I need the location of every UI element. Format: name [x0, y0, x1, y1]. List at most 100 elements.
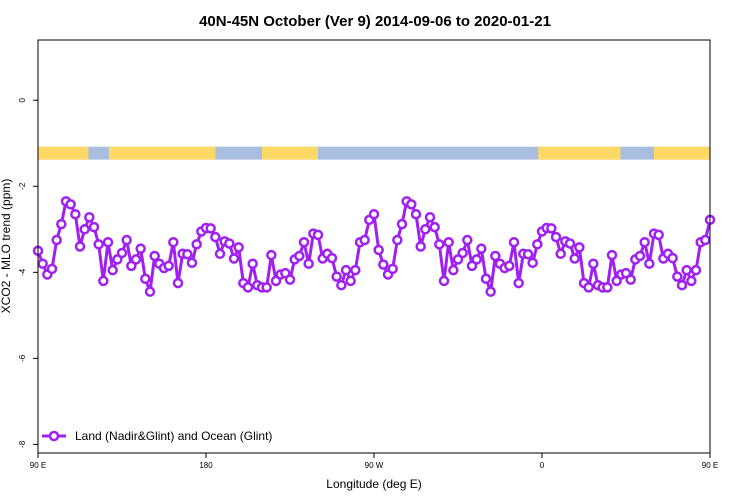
data-point — [130, 254, 142, 265]
data-point — [331, 271, 342, 282]
y-tick-label: 0 — [18, 97, 27, 102]
data-point — [438, 275, 450, 287]
data-point — [79, 224, 90, 235]
data-point — [681, 264, 692, 276]
data-point — [37, 258, 48, 269]
y-tick-label: -6 — [18, 354, 27, 362]
y-axis: 0 -2 -4 -6 -8 — [18, 97, 38, 448]
data-point — [46, 263, 58, 275]
legend: Land (Nadir&Glint) and Ocean (Glint) — [42, 429, 272, 443]
data-point — [107, 264, 118, 276]
data-point — [700, 234, 711, 246]
data-point — [420, 224, 431, 235]
data-point — [350, 264, 361, 276]
data-point — [210, 231, 221, 243]
data-point — [224, 238, 235, 249]
data-point — [639, 236, 650, 248]
data-point — [672, 271, 683, 282]
land-segment — [262, 146, 318, 160]
data-point — [443, 236, 454, 248]
data-point — [471, 254, 482, 265]
data-point — [513, 277, 524, 289]
data-point — [70, 208, 81, 220]
data-point — [261, 282, 272, 293]
x-tick-label: 90 E — [30, 461, 46, 470]
data-point — [574, 242, 585, 253]
data-point — [205, 223, 216, 234]
data-point — [569, 253, 580, 264]
data-point — [303, 258, 314, 269]
data-point — [373, 244, 384, 256]
data-point — [504, 260, 515, 272]
data-point — [144, 286, 156, 297]
data-point — [606, 249, 618, 261]
data-point — [359, 234, 370, 246]
data-point — [74, 241, 86, 252]
data-point — [378, 259, 389, 270]
legend-label: Land (Nadir&Glint) and Ocean (Glint) — [75, 429, 272, 443]
data-point — [490, 250, 501, 262]
land-segment — [654, 146, 710, 160]
data-point — [214, 248, 226, 260]
data-point — [625, 274, 636, 285]
data-point — [88, 221, 100, 233]
data-point — [51, 234, 62, 246]
data-point — [546, 223, 557, 234]
data-point — [93, 239, 104, 250]
data-point — [424, 212, 436, 223]
data-point — [149, 250, 160, 262]
data-point — [172, 277, 184, 289]
data-point — [163, 260, 174, 272]
data-point — [340, 264, 352, 276]
data-point — [98, 275, 109, 287]
data-point — [532, 239, 543, 250]
data-point — [336, 279, 347, 291]
data-point — [457, 247, 468, 259]
data-point — [653, 229, 664, 241]
data-point — [644, 258, 655, 269]
data-point — [410, 208, 422, 220]
data-point — [102, 236, 114, 248]
data-point — [56, 218, 67, 230]
x-axis: 90 E 180 90 W 0 90 E — [30, 453, 718, 470]
chart-title: 40N-45N October (Ver 9) 2014-09-06 to 20… — [199, 13, 551, 30]
data-point — [555, 248, 566, 260]
data-point — [392, 234, 403, 246]
x-tick-label: 180 — [199, 461, 213, 470]
data-point — [182, 248, 193, 260]
data-point — [415, 241, 426, 252]
data-point — [690, 264, 702, 276]
data-point — [550, 231, 562, 243]
data-point — [508, 236, 520, 248]
surface-band — [38, 146, 710, 160]
data-point — [116, 247, 128, 259]
land-segment — [38, 146, 89, 160]
data-point — [462, 234, 473, 246]
data-point — [476, 243, 487, 254]
data-point — [65, 199, 76, 210]
data-point — [284, 274, 296, 285]
data-point — [434, 239, 445, 250]
legend-marker — [48, 430, 60, 442]
data-point — [345, 275, 356, 287]
data-point — [583, 282, 594, 293]
data-point — [247, 258, 258, 269]
data-point — [480, 273, 492, 285]
data-point — [228, 253, 240, 264]
data-point — [233, 242, 244, 253]
data-point — [140, 273, 151, 285]
data-point — [485, 286, 496, 297]
data-point — [634, 250, 646, 262]
data-point — [186, 257, 198, 269]
data-point — [588, 258, 599, 269]
y-tick-label: -4 — [18, 268, 27, 276]
data-point — [298, 236, 310, 248]
x-tick-label: 0 — [540, 461, 545, 470]
data-point — [168, 236, 179, 248]
x-axis-label: Longitude (deg E) — [326, 477, 421, 491]
x-tick-label: 90 W — [365, 461, 384, 470]
data-point — [326, 252, 338, 264]
series-layer — [32, 196, 716, 297]
land-segment — [108, 146, 216, 160]
